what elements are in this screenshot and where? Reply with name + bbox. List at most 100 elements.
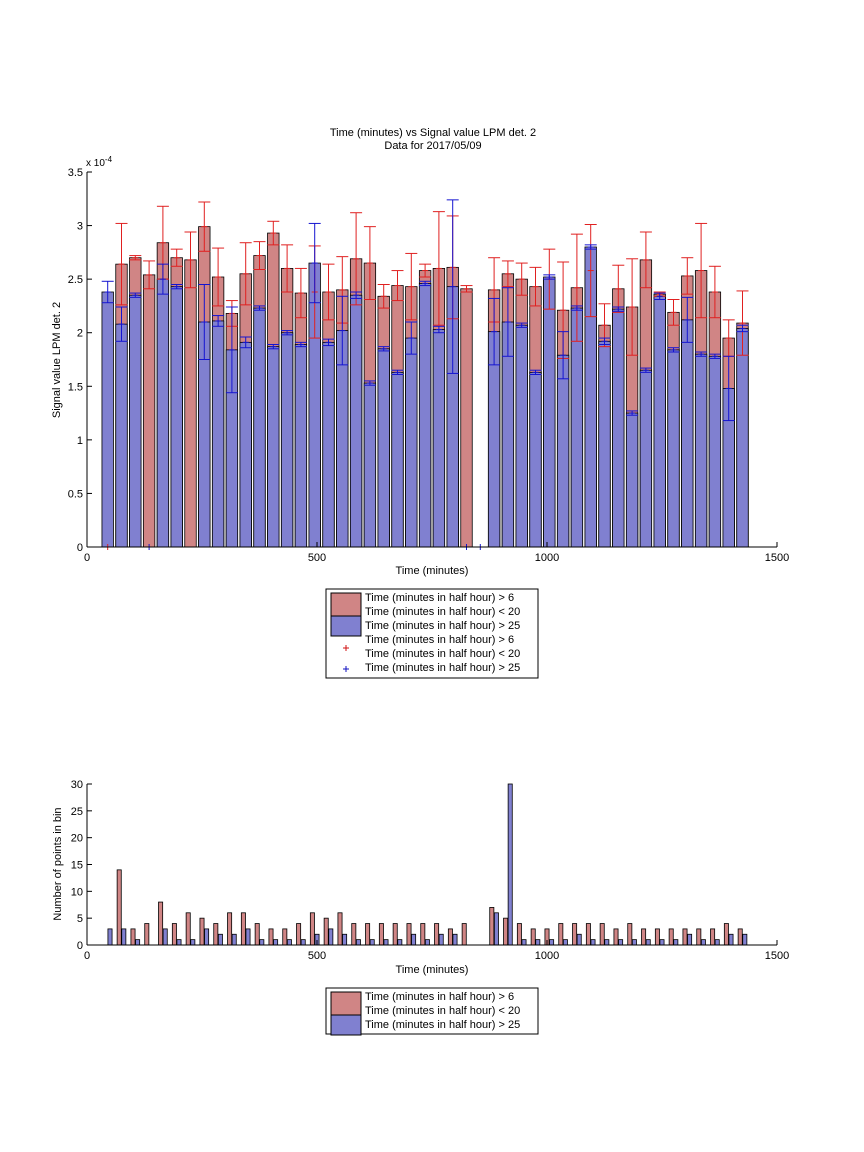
chart-2-series-b-bar [521, 939, 527, 946]
chart-2-series-a-bar [420, 923, 426, 946]
chart-1-series-b-errorbar [529, 369, 542, 375]
chart-2-y-tick-label: 30 [71, 779, 83, 791]
chart-2-series-b-bar [300, 939, 306, 946]
chart-1-legend: Time (minutes in half hour) > 6 Time (mi… [325, 588, 539, 679]
chart-2-series-b-bar [342, 933, 348, 946]
chart-2-series-a-bar [530, 928, 536, 946]
chart-2-series-a-bar [337, 912, 343, 946]
chart-1-series-b-bar [239, 341, 252, 548]
chart-2-series-a-bar [516, 923, 522, 946]
chart-2-series-b-bar [176, 939, 182, 946]
chart-1-series-b-errorbar [446, 199, 459, 374]
chart-1-x-tick-label: 500 [308, 552, 326, 564]
chart-2-series-b-bar [742, 933, 748, 946]
chart-2-series-a-bar [130, 928, 136, 946]
chart-1-series-a-errorbar [350, 212, 363, 306]
chart-1-series-b-errorbar [501, 287, 514, 357]
chart-1-series-b-errorbar [612, 306, 625, 312]
chart-2-series-b-bar [659, 939, 665, 946]
chart-1-title: Time (minutes) vs Signal value LPM det. … [330, 127, 536, 139]
chart-1-y-tick-label: 0.5 [68, 488, 83, 500]
chart-2-series-b-bar [438, 933, 444, 946]
chart-2-series-b-bar [535, 939, 541, 946]
chart-2-x-tick-label: 1000 [535, 950, 559, 962]
chart-2-series-a-bar [654, 928, 660, 946]
chart-1-series-b-bar [598, 340, 611, 548]
chart-1-series-a-errorbar [639, 231, 652, 289]
chart-2-series-a-bar [489, 907, 495, 946]
chart-1-series-b-errorbar [722, 355, 735, 422]
chart-1-series-b-bar [349, 294, 363, 548]
chart-2-y-tick-label: 5 [77, 913, 83, 925]
chart-1-series-b-bar [418, 283, 432, 548]
chart-1-series-b-bar [294, 344, 308, 548]
chart-2-series-a-bar [696, 928, 702, 946]
chart-2-y-tick-label: 10 [71, 886, 83, 898]
chart-2-series-a-bar [392, 923, 398, 946]
chart-2-series-a-bar [447, 928, 453, 946]
chart-1-y-tick-label: 1 [77, 435, 83, 447]
chart-1-series-b-errorbar [198, 284, 211, 360]
chart-1-series-a-errorbar [281, 244, 294, 293]
chart-1-legend-plus-blue-icon [343, 666, 349, 672]
chart-1-series-b-errorbar [129, 292, 142, 298]
chart-2-series-a-bar [668, 928, 674, 946]
chart-1-series-a-errorbar [294, 267, 307, 319]
chart-1-series-b-errorbar [488, 297, 501, 366]
chart-1-series-b-errorbar [101, 280, 114, 304]
chart-1-series-a-errorbar [184, 231, 197, 289]
chart-1-series-b-bar [639, 369, 653, 548]
chart-2-series-b-bar [493, 912, 499, 946]
chart-1-series-b-bar [170, 286, 183, 548]
chart-1-series-a-bar [184, 259, 197, 548]
chart-2-series-a-bar [199, 917, 205, 946]
chart-2-x-tick-label: 500 [308, 950, 326, 962]
chart-2-y-tick-label: 15 [71, 860, 83, 872]
chart-1-series-b-errorbar [667, 347, 680, 353]
chart-2-series-a-bar [627, 923, 633, 946]
chart-1-series-a-errorbar [212, 247, 225, 307]
chart-2-series-b-bar [687, 933, 693, 946]
chart-2-series-a-bar [558, 923, 564, 946]
chart-1-series-a-errorbar [584, 224, 597, 318]
chart-1-series-b-errorbar [156, 263, 169, 295]
chart-2-series-b-bar [452, 933, 458, 946]
chart-2-series-a-bar [710, 928, 716, 946]
chart-1-y-tick-label: 2 [77, 328, 83, 340]
chart-2-series-a-bar [406, 923, 412, 946]
chart-1-series-b-errorbar [419, 280, 432, 287]
chart-2-series-a-bar [434, 923, 440, 946]
chart-1-series-b-errorbar [377, 346, 390, 352]
chart-2-ylabel: Number of points in bin [52, 807, 64, 920]
chart-1-series-b-errorbar [115, 306, 128, 342]
chart-1-axes: 0 500 1000 1500 0 0.5 1 1.5 2 2.5 3 3.5 [68, 167, 790, 564]
chart-1-series-b-bar [612, 308, 625, 548]
chart-1-series-a-errorbar [405, 252, 418, 321]
chart-1-series-a-errorbar [432, 211, 445, 326]
chart-1-series-a-errorbar [377, 284, 390, 309]
chart-2-series-b-bar [700, 939, 706, 946]
chart-2-series-b-bar [355, 939, 361, 946]
chart-1-series-b-errorbar [405, 321, 418, 355]
chart-1-exponent-base: x 10-4 [86, 155, 113, 169]
chart-1-series-b-bar [625, 412, 639, 548]
chart-1: Time (minutes) vs Signal value LPM det. … [51, 127, 790, 679]
chart-1-series-b-bar [736, 328, 749, 548]
chart-1-series-b-errorbar [322, 338, 335, 347]
chart-1-series-b-errorbar [736, 324, 749, 333]
chart-2-series-b-bar [549, 939, 555, 946]
chart-2-series-a-bar [144, 923, 150, 946]
chart-2-series-a-bar [158, 901, 164, 946]
chart-1-series-b-bar [694, 353, 708, 548]
chart-1-series-b-bar [211, 320, 225, 548]
chart-1-series-b-errorbar [708, 353, 721, 359]
chart-1-series-a-bar [460, 288, 473, 548]
chart-2-series-a-bar [737, 928, 743, 946]
chart-2-series-b-bar [245, 928, 251, 946]
chart-2-y-tick-label: 20 [71, 833, 83, 845]
chart-2-series-a-bar [185, 912, 191, 946]
chart-1-series-b-errorbar [281, 330, 294, 336]
chart-2-series-b-bar [328, 928, 334, 946]
chart-2-axes: 0 500 1000 1500 0 5 10 15 20 25 30 [71, 779, 789, 962]
